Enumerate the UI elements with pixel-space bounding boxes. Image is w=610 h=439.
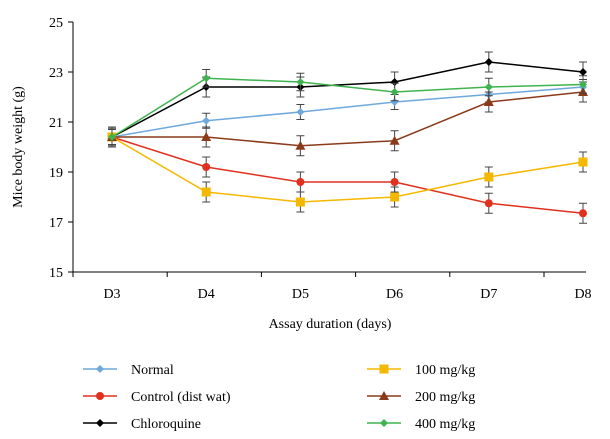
data-point xyxy=(296,108,305,116)
series-line xyxy=(112,91,584,147)
legend-marker xyxy=(96,365,104,373)
data-point xyxy=(578,157,588,167)
data-point xyxy=(202,116,211,125)
y-tick-label: 15 xyxy=(49,266,63,281)
data-point xyxy=(390,98,399,106)
data-point xyxy=(484,199,493,208)
data-point xyxy=(390,192,400,202)
x-tick-label: D6 xyxy=(386,287,403,302)
x-tick-label: D4 xyxy=(198,287,215,302)
x-tick-label: D8 xyxy=(574,287,591,302)
data-point xyxy=(201,187,211,197)
y-tick-label: 23 xyxy=(49,66,63,81)
data-point xyxy=(201,132,212,141)
data-point xyxy=(484,58,493,66)
data-point xyxy=(202,163,211,171)
series-normal xyxy=(108,79,587,145)
data-point xyxy=(108,133,116,141)
series-100-mg-kg xyxy=(107,126,588,213)
legend-label: Control (dist wat) xyxy=(131,390,231,405)
series-line xyxy=(111,77,584,138)
data-point xyxy=(484,172,494,182)
legend-label: Chloroquine xyxy=(131,417,201,432)
series-400-mg-kg xyxy=(108,69,587,147)
legend-item-400-mg-kg: 400 mg/kg xyxy=(367,417,475,432)
legend-label: 100 mg/kg xyxy=(415,363,475,378)
data-point xyxy=(296,178,305,186)
y-tick-label: 21 xyxy=(49,116,63,131)
x-tick-label: D7 xyxy=(480,287,497,302)
data-point xyxy=(579,68,587,76)
legend-item-100-mg-kg: 100 mg/kg xyxy=(367,363,475,378)
legend-marker xyxy=(379,391,389,400)
x-tick-label: D3 xyxy=(103,287,120,302)
legend-marker xyxy=(96,392,104,400)
series-line xyxy=(111,61,584,138)
series-control-dist-wat xyxy=(108,126,587,224)
legend: Normal Control (dist wat) Chloroquine 100 m… xyxy=(83,363,475,432)
y-tick-label: 25 xyxy=(49,16,63,31)
plot-area xyxy=(107,51,588,224)
legend-marker xyxy=(379,364,389,374)
data-point xyxy=(390,88,399,96)
data-point xyxy=(389,135,400,145)
y-tick-label: 17 xyxy=(49,216,63,231)
data-point xyxy=(579,80,587,89)
series-line xyxy=(111,136,584,203)
series-line xyxy=(111,86,584,138)
y-tick-label: 19 xyxy=(49,166,63,181)
x-ticks: D3 D4 D5 D6 D7 D8 xyxy=(72,272,592,302)
legend-marker xyxy=(96,419,104,427)
data-point xyxy=(295,197,305,207)
data-point xyxy=(390,78,399,86)
data-point xyxy=(579,209,587,218)
data-point xyxy=(202,74,211,83)
legend-item-200-mg-kg: 200 mg/kg xyxy=(367,390,475,405)
series-line xyxy=(111,136,584,214)
legend-label: 400 mg/kg xyxy=(415,417,475,432)
x-tick-label: D5 xyxy=(292,287,309,302)
y-axis-title: Mice body weight (g) xyxy=(11,86,26,208)
data-point xyxy=(296,78,305,86)
legend-label: Normal xyxy=(131,363,174,378)
axes: 15 17 19 21 23 25 D3 D4 D5 D6 D7 D8 Assay duration… xyxy=(11,16,592,332)
data-point xyxy=(295,140,306,150)
legend-label: 200 mg/kg xyxy=(415,390,475,405)
series-200-mg-kg xyxy=(107,81,588,157)
x-axis-title: Assay duration (days) xyxy=(269,317,392,332)
y-ticks: 15 17 19 21 23 25 xyxy=(49,16,73,281)
legend-item-chloroquine: Chloroquine xyxy=(83,417,201,432)
legend-marker xyxy=(380,419,388,427)
data-point xyxy=(484,83,493,91)
data-point xyxy=(390,178,399,186)
data-point xyxy=(483,97,494,106)
legend-item-normal: Normal xyxy=(83,363,174,378)
legend-item-control-dist-wat: Control (dist wat) xyxy=(83,390,231,405)
